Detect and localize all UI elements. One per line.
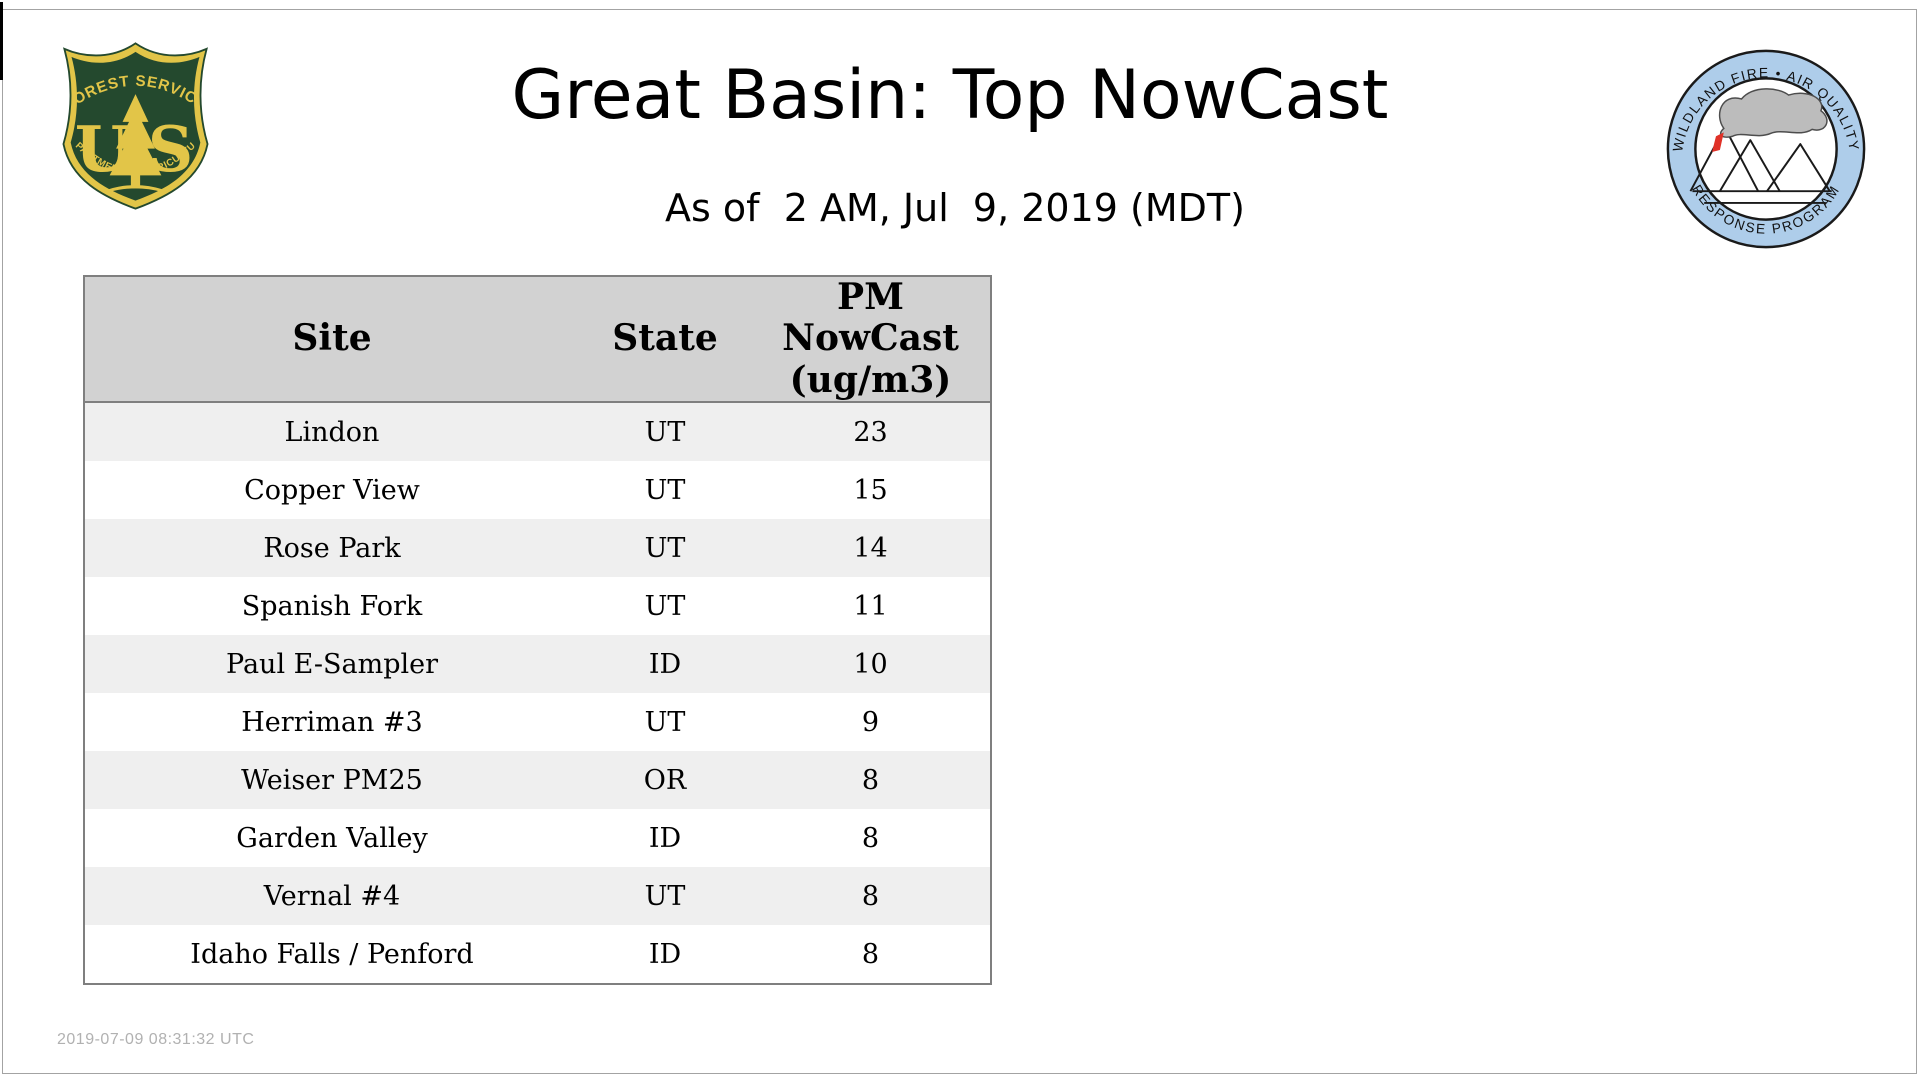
cell-pm-nowcast: 10 xyxy=(853,648,888,680)
cell-pm-nowcast: 11 xyxy=(853,590,888,622)
column-header-pm-nowcast: PM NowCast (ug/m3) xyxy=(751,276,991,404)
cell-pm-nowcast: 8 xyxy=(861,822,880,854)
cell-state: OR xyxy=(643,764,687,796)
table-row: Weiser PM25 OR 8 xyxy=(84,751,991,810)
cell-pm-nowcast: 8 xyxy=(861,764,880,796)
table-row: Garden Valley ID 8 xyxy=(84,809,991,868)
cell-state: ID xyxy=(648,938,682,970)
smoke-plume-icon xyxy=(1718,88,1828,138)
cell-pm-nowcast: 23 xyxy=(853,416,888,448)
column-header-site-label: Site xyxy=(292,317,372,360)
column-header-state: State xyxy=(579,276,751,404)
table-body: Lindon UT 23 Copper View UT 15 Rose Park UT 14 Sp… xyxy=(84,402,991,985)
table-row: Copper View UT 15 xyxy=(84,461,991,520)
page-subtitle: As of 2 AM, Jul 9, 2019 (MDT) xyxy=(665,186,1245,230)
cell-site: Spanish Fork xyxy=(241,590,423,622)
cell-site: Rose Park xyxy=(263,532,401,564)
cell-pm-nowcast: 9 xyxy=(861,706,880,738)
cell-state: UT xyxy=(644,706,686,738)
column-header-state-label: State xyxy=(612,317,718,360)
wfaqrp-logo: WILDLAND FIRE • AIR QUALITY RESPONSE PRO… xyxy=(1663,46,1869,252)
table-row: Spanish Fork UT 11 xyxy=(84,577,991,636)
cell-site: Copper View xyxy=(244,474,420,506)
table-row: Herriman #3 UT 9 xyxy=(84,693,991,752)
nowcast-table: Site State PM NowCast (ug/m3) Lindon UT 23… xyxy=(83,275,992,986)
cell-pm-nowcast: 14 xyxy=(853,532,888,564)
screen-edge-artifact xyxy=(0,2,3,80)
cell-site: Paul E-Sampler xyxy=(226,648,438,680)
forest-service-logo: FOREST SERVICE DEPARTMENT OF AGRICULTURE… xyxy=(51,28,214,212)
table-row: Vernal #4 UT 8 xyxy=(84,867,991,926)
wfaqrp-circle-icon: WILDLAND FIRE • AIR QUALITY RESPONSE PRO… xyxy=(1666,49,1866,249)
cell-state: UT xyxy=(644,532,686,564)
column-header-site: Site xyxy=(84,276,579,404)
fs-logo-tree-icon xyxy=(108,94,163,193)
forest-service-shield-icon: FOREST SERVICE DEPARTMENT OF AGRICULTURE… xyxy=(51,28,209,210)
cell-pm-nowcast: 15 xyxy=(853,474,888,506)
cell-site: Lindon xyxy=(284,416,380,448)
cell-pm-nowcast: 8 xyxy=(861,880,880,912)
table-row: Rose Park UT 14 xyxy=(84,519,991,578)
cell-site: Weiser PM25 xyxy=(241,764,423,796)
page-title: Great Basin: Top NowCast xyxy=(511,56,1389,135)
table-header-row: Site State PM NowCast (ug/m3) xyxy=(84,276,991,404)
cell-site: Vernal #4 xyxy=(263,880,401,912)
table-row: Lindon UT 23 xyxy=(84,402,991,462)
cell-state: UT xyxy=(644,590,686,622)
footer-timestamp: 2019-07-09 08:31:32 UTC xyxy=(57,1031,255,1048)
cell-state: UT xyxy=(644,474,686,506)
column-header-pm-nowcast-label: PM NowCast (ug/m3) xyxy=(782,276,959,401)
cell-site: Herriman #3 xyxy=(241,706,423,738)
flame-icon xyxy=(1712,132,1724,152)
table-row: Idaho Falls / Penford ID 8 xyxy=(84,925,991,985)
cell-state: ID xyxy=(648,648,682,680)
cell-pm-nowcast: 8 xyxy=(861,938,880,970)
cell-state: UT xyxy=(644,416,686,448)
cell-state: UT xyxy=(644,880,686,912)
cell-state: ID xyxy=(648,822,682,854)
table-row: Paul E-Sampler ID 10 xyxy=(84,635,991,694)
cell-site: Idaho Falls / Penford xyxy=(190,938,474,970)
table-header: Site State PM NowCast (ug/m3) xyxy=(84,276,991,404)
cell-site: Garden Valley xyxy=(236,822,428,854)
